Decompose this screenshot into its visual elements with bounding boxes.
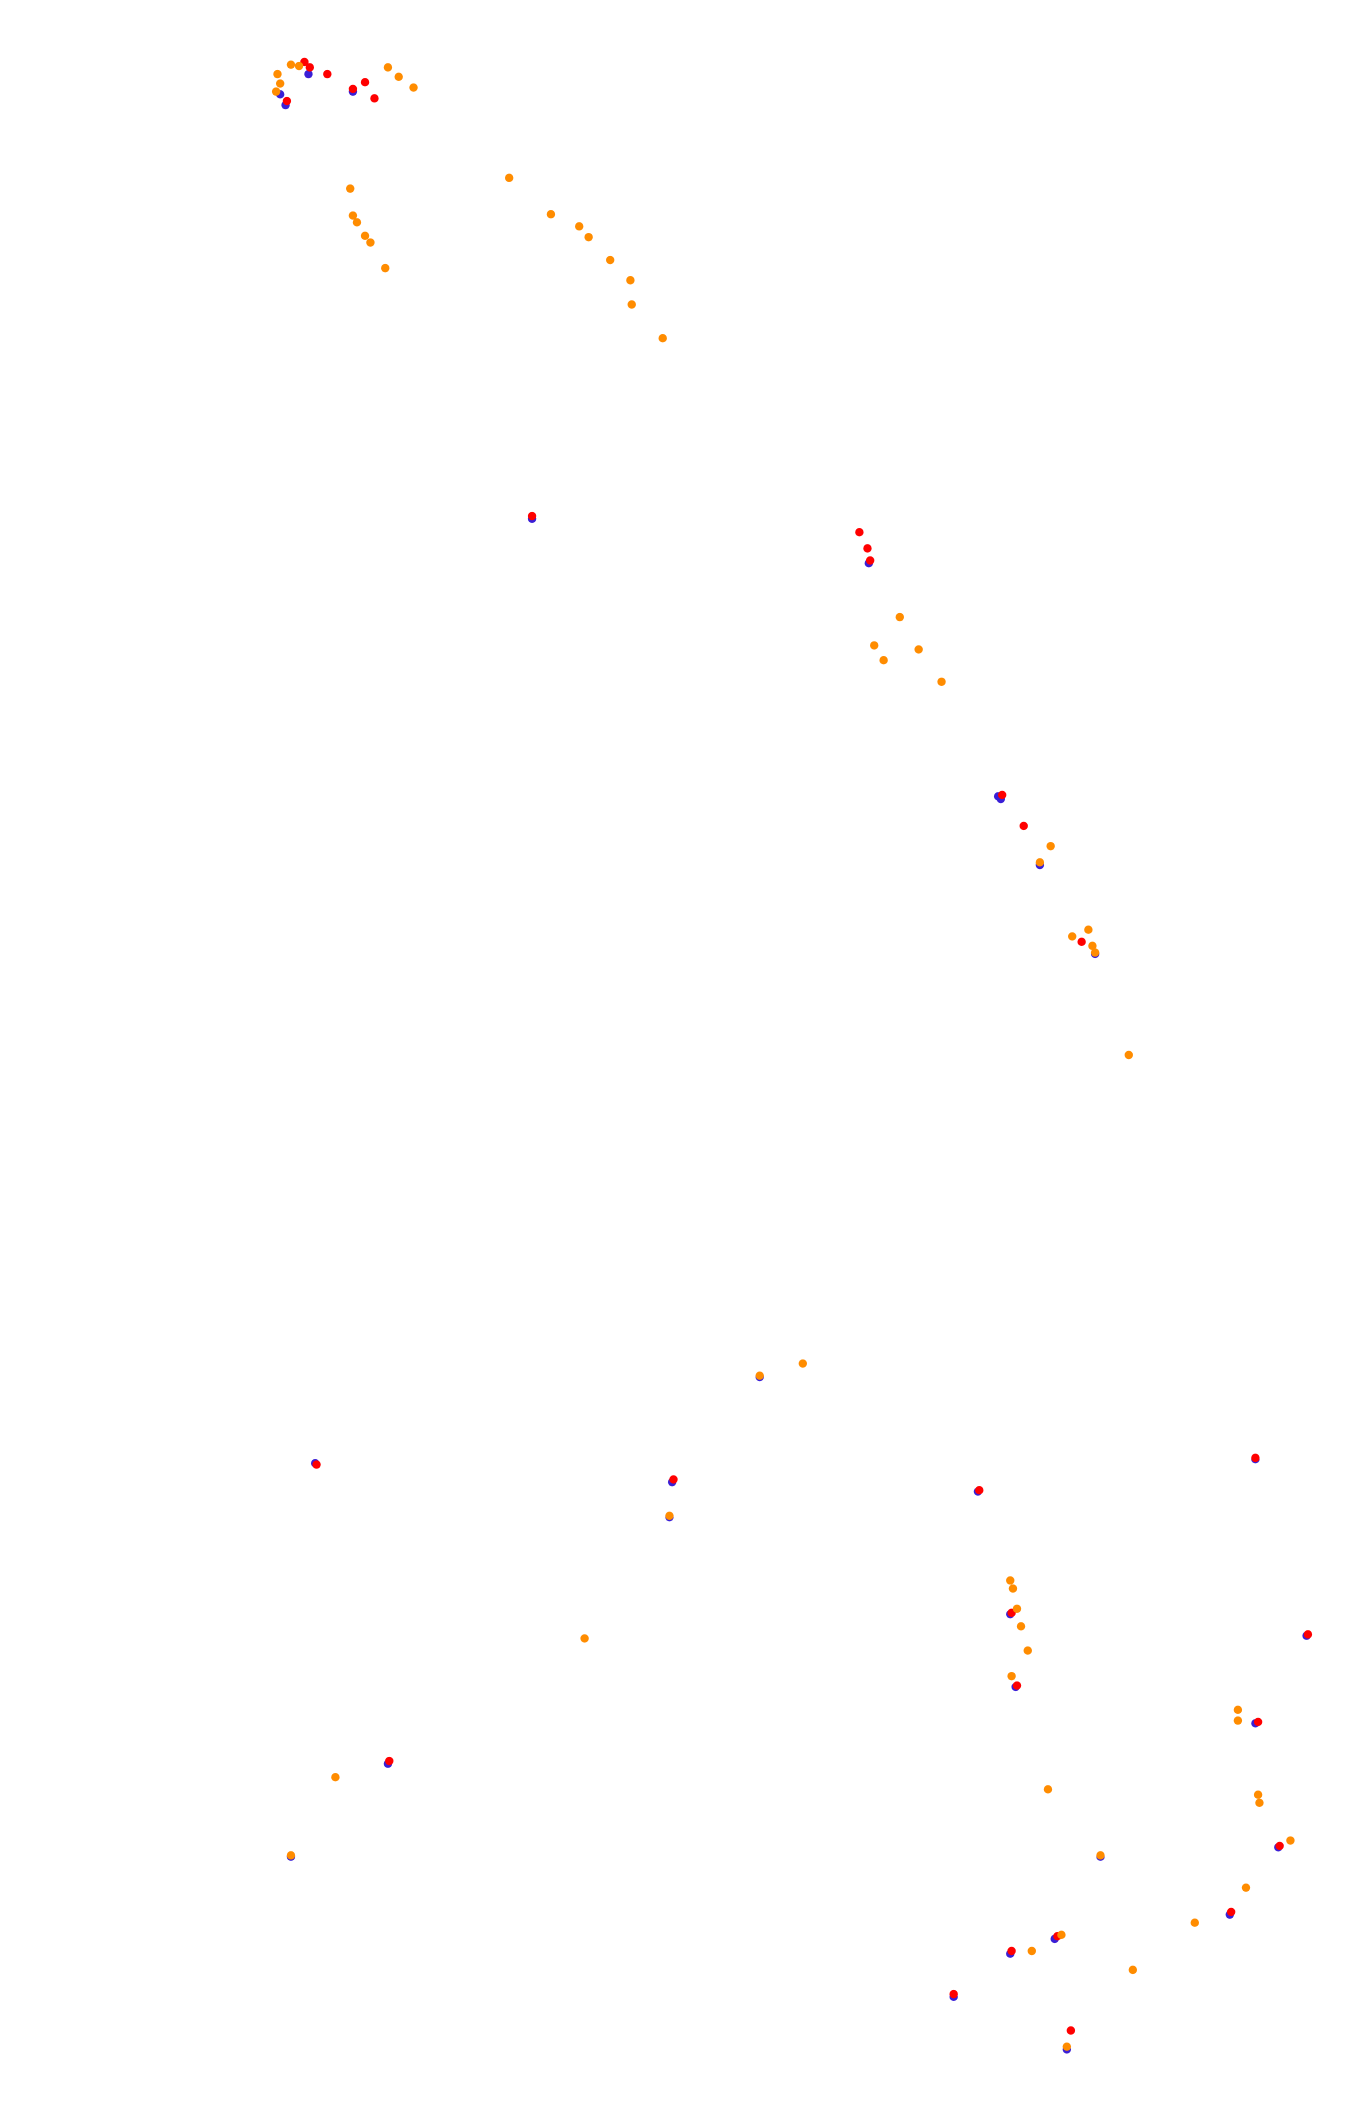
point [1043, 1785, 1053, 1794]
point [584, 232, 593, 242]
point [286, 1851, 296, 1860]
point [658, 333, 667, 343]
point [1057, 1930, 1066, 1940]
point [271, 87, 281, 96]
point [409, 83, 418, 92]
point [975, 1486, 984, 1495]
point [798, 1359, 808, 1368]
point [1286, 1836, 1295, 1845]
point [1012, 1681, 1022, 1690]
point [1007, 1946, 1016, 1956]
point [346, 184, 355, 193]
point [394, 72, 403, 82]
point [1233, 1716, 1243, 1725]
point [323, 69, 332, 79]
point [1241, 1883, 1251, 1892]
point [865, 556, 875, 565]
point [605, 255, 615, 265]
point [385, 1756, 394, 1766]
point [286, 60, 296, 69]
point [937, 677, 946, 686]
point [312, 1460, 321, 1469]
point [580, 1634, 589, 1643]
point [348, 84, 358, 94]
point [546, 210, 556, 219]
point [360, 231, 370, 240]
point [665, 1511, 674, 1521]
point [294, 61, 304, 71]
point [370, 94, 379, 103]
point [1019, 821, 1028, 831]
point [626, 276, 635, 285]
point [305, 63, 315, 72]
point [383, 63, 393, 72]
point [1255, 1798, 1264, 1807]
point [360, 77, 370, 87]
point [1077, 937, 1086, 947]
point [1066, 2026, 1076, 2035]
point [895, 612, 904, 622]
point [348, 211, 358, 220]
point [863, 544, 872, 553]
point [504, 173, 514, 183]
point [282, 96, 292, 106]
point [366, 238, 375, 247]
point [1124, 1050, 1133, 1060]
point [1062, 2042, 1072, 2051]
point [352, 218, 362, 227]
point [1128, 1965, 1138, 1975]
point [1088, 941, 1097, 951]
point [1006, 1576, 1015, 1585]
point [627, 300, 636, 309]
point [1096, 1851, 1105, 1860]
point [1253, 1790, 1263, 1799]
point [1046, 841, 1055, 851]
point [879, 656, 888, 665]
point [1253, 1717, 1263, 1727]
point [1233, 1705, 1243, 1715]
point [273, 69, 282, 79]
point [1016, 1622, 1026, 1631]
point [755, 1371, 764, 1380]
point [914, 645, 923, 654]
point [997, 790, 1007, 800]
point [949, 1989, 958, 1999]
point [669, 1475, 678, 1484]
point [1007, 1671, 1016, 1681]
point [1008, 1584, 1018, 1593]
point [1027, 1946, 1037, 1956]
point [870, 641, 879, 650]
point [855, 528, 864, 537]
point [1251, 1453, 1260, 1463]
point [1303, 1630, 1313, 1639]
point [381, 263, 390, 273]
point [575, 222, 584, 231]
point [1023, 1646, 1032, 1655]
point [1226, 1907, 1236, 1917]
point [1275, 1841, 1284, 1851]
point [1084, 925, 1093, 934]
point [331, 1772, 340, 1782]
point [1190, 1918, 1199, 1927]
point [1090, 948, 1100, 957]
point [527, 511, 537, 521]
point [1035, 858, 1045, 867]
point [1012, 1604, 1022, 1613]
point [304, 69, 313, 79]
point [1068, 932, 1077, 941]
point [275, 79, 285, 88]
